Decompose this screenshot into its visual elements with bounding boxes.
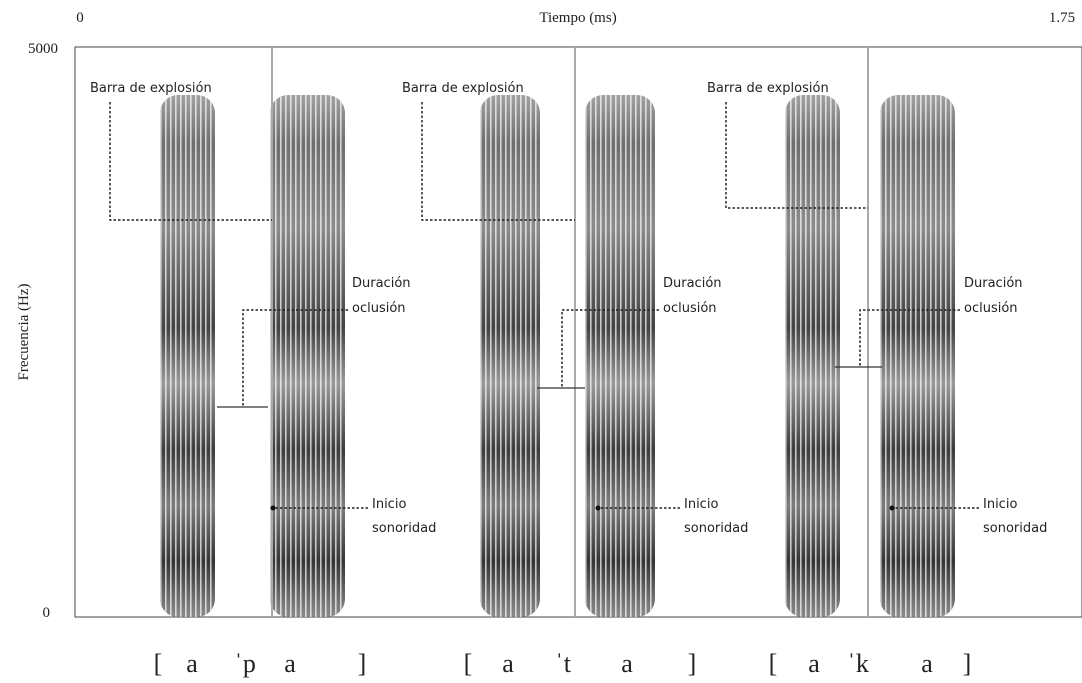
transcription-symbol: a xyxy=(502,649,514,678)
closure-label: oclusión xyxy=(663,301,717,316)
burst-label: Barra de explosión xyxy=(402,81,524,96)
transcription-symbol: ] xyxy=(358,649,367,678)
transcription-symbol: a xyxy=(921,649,933,678)
glottal-pulses xyxy=(585,95,655,617)
transcription-symbol: a xyxy=(186,649,198,678)
glottal-pulses xyxy=(270,95,345,617)
voicing-label: Inicio xyxy=(983,497,1017,512)
transcription-symbol: [ xyxy=(154,649,163,678)
glottal-pulses xyxy=(785,95,840,617)
voicing-label: sonoridad xyxy=(983,521,1047,536)
transcription-symbol: ] xyxy=(963,649,972,678)
y-top: 5000 xyxy=(28,41,58,57)
burst-pointer xyxy=(421,102,575,221)
voicing-label: Inicio xyxy=(372,497,406,512)
closure-label: oclusión xyxy=(352,301,406,316)
closure-label: Duración xyxy=(663,276,722,291)
transcription-symbol: ] xyxy=(688,649,697,678)
burst-pointer xyxy=(725,102,868,209)
transcription-symbol: a xyxy=(808,649,820,678)
closure-pointer xyxy=(242,309,348,407)
x-label: Tiempo (ms) xyxy=(539,10,616,26)
plot-frame xyxy=(74,46,1082,618)
glottal-pulses xyxy=(880,95,955,617)
burst-pointer xyxy=(109,102,272,221)
voicing-dot xyxy=(595,505,601,511)
voicing-dot xyxy=(270,505,276,511)
voicing-label: sonoridad xyxy=(372,521,436,536)
y-label: Frecuencia (Hz) xyxy=(16,283,32,380)
transcription-symbol: ˈp xyxy=(234,649,256,678)
voicing-dot xyxy=(889,505,895,511)
transcription-symbol: [ xyxy=(769,649,778,678)
annotations: Barra de explosión Duración oclusión Inicio… xyxy=(90,81,1047,678)
glottal-pulses xyxy=(160,95,215,617)
closure-label: Duración xyxy=(964,276,1023,291)
voicing-label: Inicio xyxy=(684,497,718,512)
y-bottom: 0 xyxy=(43,605,51,621)
burst-label: Barra de explosión xyxy=(90,81,212,96)
voicing-bands xyxy=(160,47,955,617)
transcription-symbol: ˈk xyxy=(847,649,869,678)
closure-label: Duración xyxy=(352,276,411,291)
closure-pointer xyxy=(859,309,960,367)
closure-pointer xyxy=(561,309,659,388)
x-end: 1.75 xyxy=(1049,10,1075,26)
burst-label: Barra de explosión xyxy=(707,81,829,96)
voicing-label: sonoridad xyxy=(684,521,748,536)
transcription-symbol: a xyxy=(284,649,296,678)
transcription-symbol: a xyxy=(621,649,633,678)
transcription-symbol: ˈt xyxy=(555,649,572,678)
glottal-pulses xyxy=(480,95,540,617)
closure-label: oclusión xyxy=(964,301,1018,316)
transcription-symbol: [ xyxy=(464,649,473,678)
x-start: 0 xyxy=(76,10,84,26)
